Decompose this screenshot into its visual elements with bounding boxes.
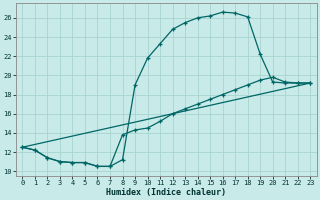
X-axis label: Humidex (Indice chaleur): Humidex (Indice chaleur) xyxy=(106,188,226,197)
